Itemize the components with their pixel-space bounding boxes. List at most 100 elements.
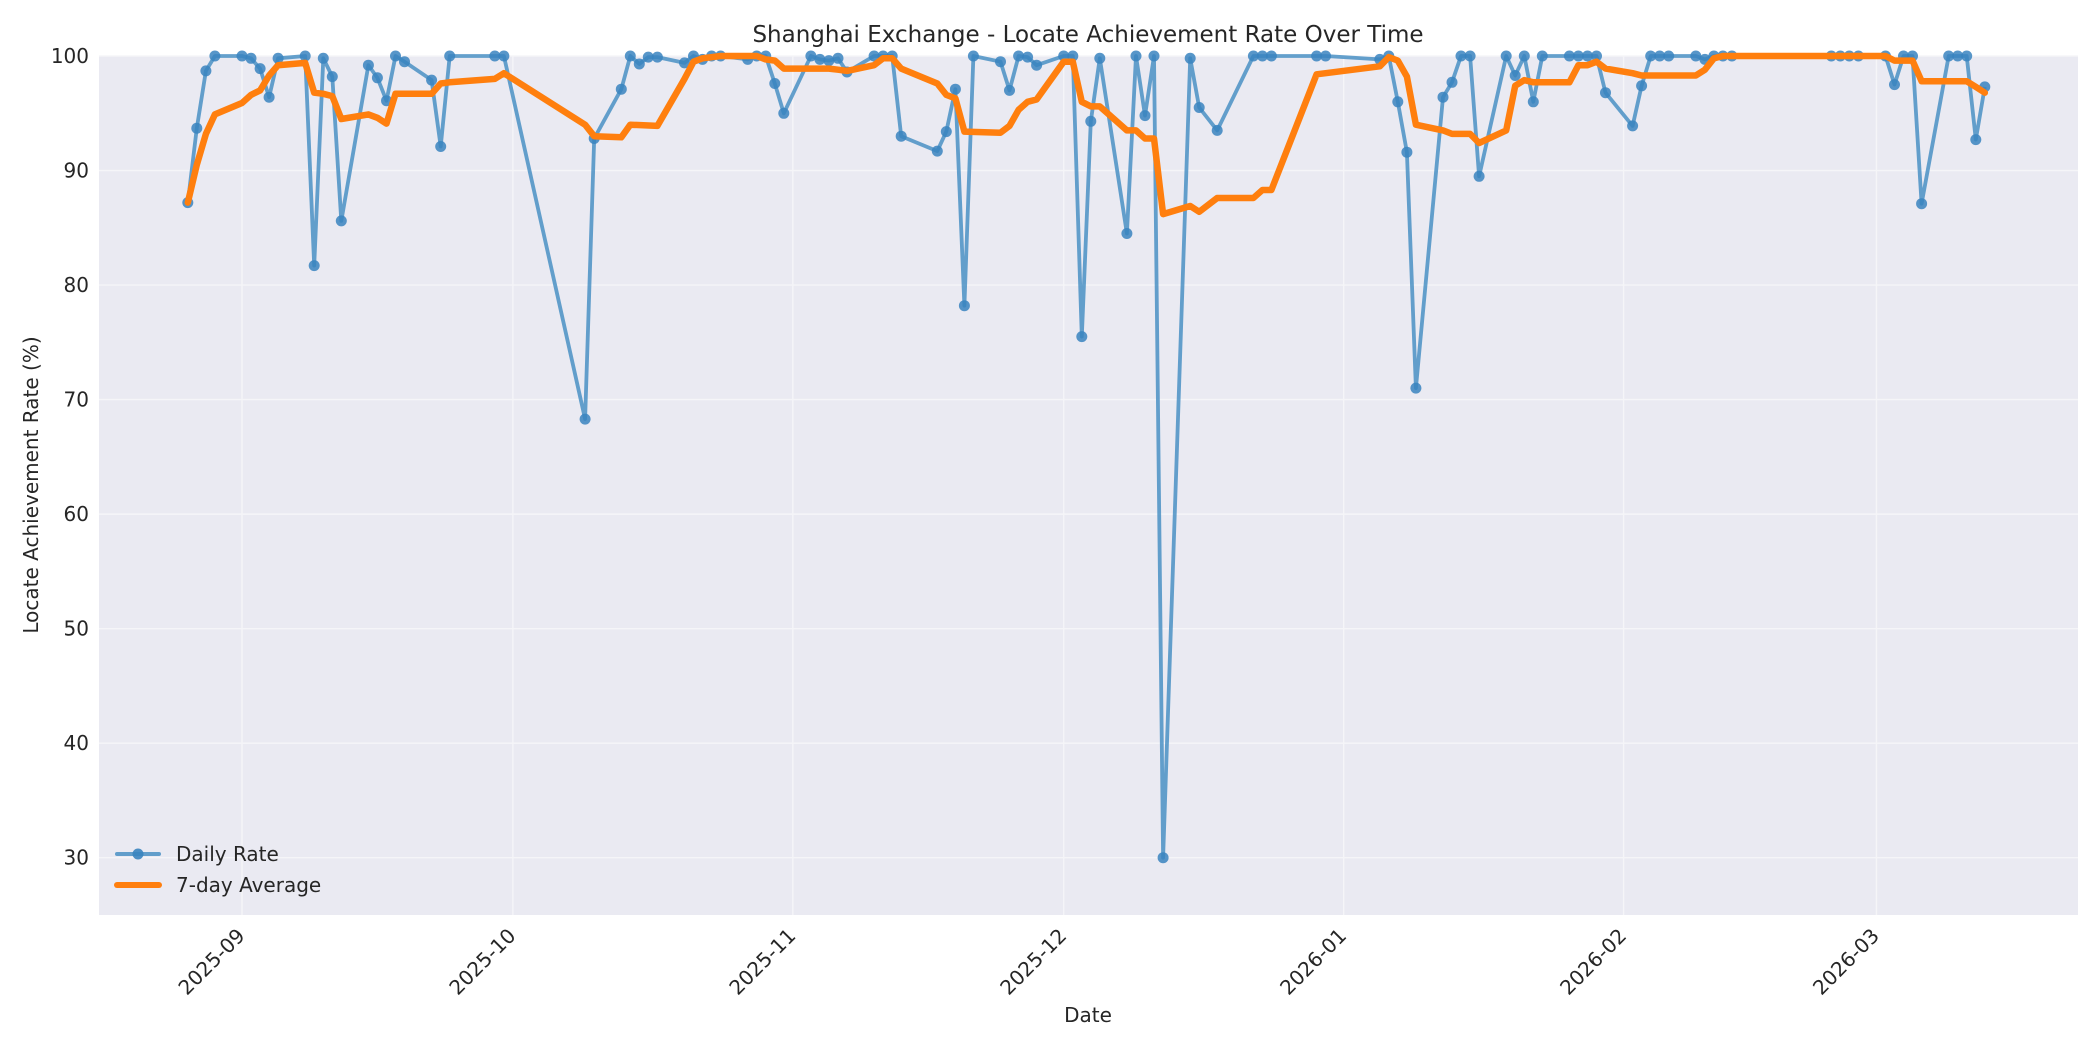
daily-rate-point <box>1193 102 1205 113</box>
legend-item-daily-rate: Daily Rate <box>115 842 279 866</box>
daily-rate-point <box>1247 50 1259 62</box>
daily-rate-point <box>1690 50 1702 62</box>
y-axis-label: Locate Achievement Rate (%) <box>19 336 43 633</box>
daily-rate-point <box>642 51 654 63</box>
daily-rate-point <box>263 91 275 103</box>
daily-rate-point <box>371 72 383 84</box>
daily-rate-point <box>1401 146 1413 158</box>
daily-rate-point <box>769 78 781 89</box>
daily-rate-point <box>299 50 311 62</box>
daily-rate-point <box>832 52 844 64</box>
daily-rate-point <box>1311 50 1323 62</box>
daily-rate-point <box>1518 50 1530 62</box>
daily-rate-point <box>868 50 880 62</box>
daily-rate-point <box>1013 50 1025 62</box>
daily-rate-point <box>778 107 790 119</box>
daily-rate-point <box>1184 52 1196 64</box>
daily-rate-point <box>1645 50 1657 62</box>
daily-rate-point <box>272 52 284 64</box>
daily-rate-point <box>1410 382 1422 394</box>
daily-rate-point <box>245 52 257 64</box>
y-tick-label: 80 <box>64 273 89 297</box>
daily-rate-point <box>679 57 690 69</box>
y-tick-label: 100 <box>51 44 89 68</box>
daily-rate-point <box>651 51 663 63</box>
daily-rate-point <box>1446 76 1458 88</box>
daily-rate-point <box>426 74 438 86</box>
daily-rate-point <box>435 141 447 152</box>
daily-rate-point <box>1455 50 1467 62</box>
daily-rate-point <box>317 52 329 64</box>
daily-rate-point <box>1970 134 1982 146</box>
daily-rate-point <box>1094 52 1106 64</box>
daily-rate-point <box>579 413 591 425</box>
y-tick-label: 30 <box>64 846 89 870</box>
daily-rate-point <box>1627 120 1639 132</box>
daily-rate-point <box>390 50 401 62</box>
daily-rate-point <box>399 56 410 68</box>
x-tick-label: 2025-12 <box>995 924 1071 1000</box>
daily-rate-point <box>1943 50 1955 62</box>
x-axis-ticks: 2025-09 2025-10 2025-11 2025-12 2026-01 2026-… <box>173 924 1883 1000</box>
daily-rate-point <box>444 50 456 62</box>
daily-rate-point <box>209 50 221 62</box>
x-tick-label: 2025-09 <box>173 924 249 1000</box>
daily-rate-point <box>1320 50 1332 62</box>
daily-rate-point <box>254 63 266 75</box>
daily-rate-point <box>931 145 943 157</box>
legend-item-seven-day-average: 7-day Average <box>114 873 321 897</box>
daily-rate-point <box>335 215 347 227</box>
y-axis-ticks: 30 40 50 60 70 80 90 100 <box>51 44 89 870</box>
legend-label-seven-day-average: 7-day Average <box>176 873 321 897</box>
daily-rate-point <box>1654 50 1666 62</box>
x-tick-label: 2026-02 <box>1555 924 1631 1000</box>
daily-rate-point <box>1211 124 1223 136</box>
y-tick-label: 70 <box>64 388 89 412</box>
daily-rate-point <box>1022 51 1034 63</box>
daily-rate-point <box>1889 79 1900 91</box>
daily-rate-point <box>1437 91 1449 103</box>
daily-rate-point <box>308 260 320 272</box>
daily-rate-point <box>1536 50 1548 62</box>
daily-rate-point <box>191 122 203 134</box>
daily-rate-point <box>895 130 907 142</box>
daily-rate-point <box>624 50 636 62</box>
daily-rate-point <box>940 126 952 138</box>
daily-rate-point <box>1157 852 1169 864</box>
y-tick-label: 40 <box>64 731 89 755</box>
daily-rate-point <box>236 50 248 62</box>
daily-rate-point <box>1916 198 1928 210</box>
daily-rate-point <box>489 50 501 62</box>
daily-rate-point <box>1600 87 1611 99</box>
chart-title: Shanghai Exchange - Locate Achievement R… <box>752 22 1423 48</box>
daily-rate-marker-icon <box>132 848 144 860</box>
daily-rate-point <box>1527 96 1539 108</box>
daily-rate-point <box>633 58 645 70</box>
daily-rate-point <box>1563 50 1575 62</box>
daily-rate-point <box>1085 115 1097 127</box>
daily-rate-point <box>498 50 510 62</box>
daily-rate-point <box>1004 84 1015 96</box>
daily-rate-point <box>1591 50 1602 62</box>
daily-rate-point <box>326 71 338 83</box>
daily-rate-point <box>1663 50 1675 62</box>
daily-rate-point <box>823 55 835 67</box>
daily-rate-point <box>995 56 1006 68</box>
daily-rate-point <box>362 59 374 71</box>
daily-rate-point <box>1473 170 1485 182</box>
daily-rate-point <box>805 50 817 62</box>
x-tick-label: 2026-03 <box>1808 924 1884 1000</box>
daily-rate-point <box>1464 50 1476 62</box>
y-tick-label: 60 <box>64 502 89 526</box>
daily-rate-point <box>967 50 979 62</box>
daily-rate-point <box>814 53 826 65</box>
x-axis-label: Date <box>1064 1003 1112 1027</box>
daily-rate-point <box>1392 96 1404 108</box>
daily-rate-point <box>615 83 627 95</box>
grid-lines <box>99 55 2078 915</box>
daily-rate-point <box>1952 50 1964 62</box>
daily-rate-point <box>1121 228 1133 239</box>
daily-rate-point <box>1509 70 1521 81</box>
x-tick-label: 2025-10 <box>444 924 520 1000</box>
